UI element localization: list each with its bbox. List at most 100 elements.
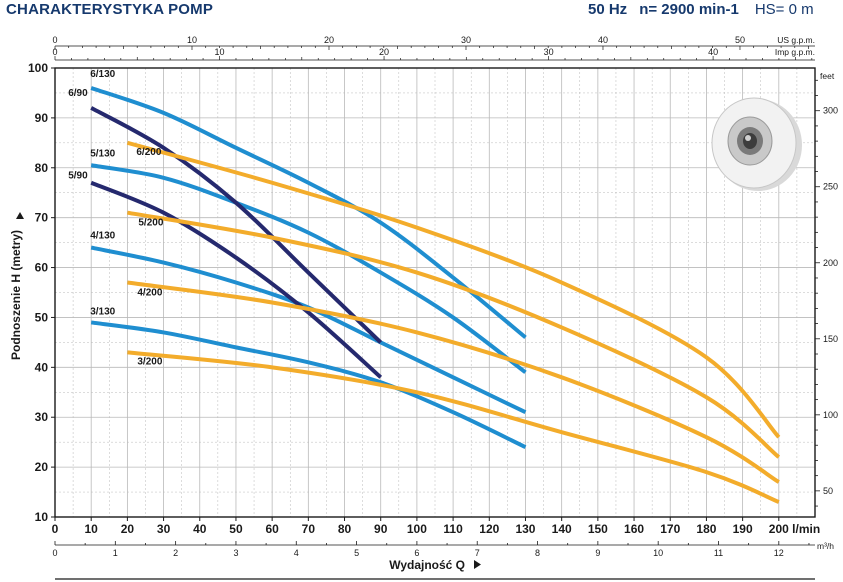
curve-label-3-130: 3/130 — [90, 306, 115, 317]
m3h-unit-label: m³/h — [817, 541, 834, 551]
m3h-tick-label: 6 — [414, 548, 419, 558]
x-tick-label: 140 — [552, 522, 572, 536]
y-tick-label: 70 — [35, 211, 49, 225]
x-axis-title: Wydajność Q — [389, 558, 465, 572]
m3h-tick-label: 0 — [52, 548, 57, 558]
m3h-tick-label: 1 — [113, 548, 118, 558]
curve-6-90 — [90, 106, 383, 344]
curve-label-3-200: 3/200 — [137, 356, 162, 367]
us-gpm-tick-label: 10 — [187, 35, 197, 45]
grid — [54, 67, 816, 518]
m3h-tick-label: 9 — [595, 548, 600, 558]
m3h-tick-label: 5 — [354, 548, 359, 558]
us-gpm-tick-label: 0 — [52, 35, 57, 45]
curve-5-90 — [90, 180, 383, 379]
feet-tick-label: 100 — [823, 410, 838, 420]
x-tick-label: 50 — [229, 522, 243, 536]
curve-label-5-200: 5/200 — [138, 218, 163, 229]
frequency-label: 50 Hz — [588, 1, 628, 18]
y-axis-arrow-icon — [16, 212, 24, 219]
y-tick-label: 10 — [35, 510, 49, 524]
feet-tick-label: 250 — [823, 182, 838, 192]
us-gpm-tick-label: 20 — [324, 35, 334, 45]
us-gpm-tick-label: 50 — [735, 35, 745, 45]
m3h-tick-label: 3 — [233, 548, 238, 558]
curves — [90, 86, 781, 504]
curve-labels: 6/130 5/130 4/130 3/130 6/90 5/90 6/200 5/200 4/… — [68, 69, 164, 367]
plot-frame — [54, 67, 816, 518]
x-tick-label: 150 — [588, 522, 608, 536]
imp-gpm-tick-label: 20 — [379, 47, 389, 57]
x-tick-label: 20 — [121, 522, 135, 536]
page-title: CHARAKTERYSTYKA POMP — [6, 1, 214, 18]
y-tick-label: 40 — [35, 360, 49, 374]
y-tick-label: 30 — [35, 410, 49, 424]
x-tick-label: 40 — [193, 522, 207, 536]
m3h-tick-label: 11 — [714, 548, 723, 558]
x-tick-label: 90 — [374, 522, 388, 536]
curve-5-200 — [127, 210, 781, 459]
imp-gpm-tick-label: 40 — [708, 47, 718, 57]
y-tick-label: 100 — [28, 61, 48, 75]
imp-gpm-tick-label: 0 — [52, 47, 57, 57]
x-tick-label: 200 l/min — [769, 522, 820, 536]
feet-tick-label: 300 — [823, 106, 838, 116]
x-tick-label: 100 — [407, 522, 427, 536]
curve-label-6-200: 6/200 — [136, 147, 161, 158]
curve-4-200 — [127, 280, 780, 484]
curve-label-5-130: 5/130 — [90, 148, 115, 159]
x-tick-label: 110 — [443, 522, 463, 536]
x-tick-label: 130 — [515, 522, 535, 536]
us-gpm-tick-label: 40 — [598, 35, 608, 45]
curve-6-130 — [90, 86, 527, 339]
y-tick-label: 90 — [35, 111, 49, 125]
x-tick-label: 170 — [660, 522, 680, 536]
impeller-disc-icon — [711, 97, 802, 191]
x-tick-label: 0 — [52, 522, 59, 536]
curve-label-6-130: 6/130 — [90, 69, 115, 80]
x-tick-label: 190 — [733, 522, 753, 536]
feet-unit-label: feet — [820, 71, 835, 81]
x-tick-label: 80 — [338, 522, 352, 536]
y-tick-label: 60 — [35, 261, 49, 275]
curve-5-130 — [90, 163, 527, 374]
m3h-tick-label: 2 — [173, 548, 178, 558]
feet-tick-label: 50 — [823, 486, 833, 496]
y-tick-label: 20 — [35, 460, 49, 474]
top-axes: 0 10 20 30 40 50 US g.p.m. 0 10 20 30 40 Imp g.p.m. — [52, 35, 815, 61]
feet-tick-label: 200 — [823, 258, 838, 268]
curve-3-130 — [90, 320, 527, 449]
curve-label-4-200: 4/200 — [137, 288, 162, 299]
imp-gpm-unit-label: Imp g.p.m. — [775, 47, 815, 57]
us-gpm-tick-label: 30 — [461, 35, 471, 45]
m3h-tick-label: 8 — [535, 548, 540, 558]
x-tick-label: 120 — [479, 522, 499, 536]
curve-label-6-90: 6/90 — [68, 88, 88, 99]
m3h-tick-label: 12 — [774, 548, 784, 558]
x-tick-label: 60 — [265, 522, 279, 536]
m3h-tick-label: 10 — [653, 548, 663, 558]
x-tick-label: 70 — [302, 522, 316, 536]
curve-label-4-130: 4/130 — [90, 231, 115, 242]
y-tick-label: 50 — [35, 310, 49, 324]
x-tick-label: 180 — [696, 522, 716, 536]
feet-tick-label: 150 — [823, 334, 838, 344]
us-gpm-unit-label: US g.p.m. — [777, 35, 815, 45]
y-tick-label: 80 — [35, 161, 49, 175]
curve-6-200 — [126, 140, 781, 439]
curve-3-200 — [127, 350, 780, 504]
curve-label-5-90: 5/90 — [68, 171, 88, 182]
m3h-tick-label: 7 — [475, 548, 480, 558]
imp-gpm-tick-label: 10 — [215, 47, 225, 57]
suction-head-label: HS= 0 m — [754, 1, 814, 18]
speed-label: n= 2900 min-1 — [639, 1, 739, 18]
x-tick-label: 10 — [85, 522, 99, 536]
operating-conditions: 50 Hz n= 2900 min-1 HS= 0 m — [588, 1, 814, 18]
y-axis-title: Podnoszenie H (metry) — [9, 230, 23, 360]
imp-gpm-tick-label: 30 — [544, 47, 554, 57]
x-tick-label: 30 — [157, 522, 171, 536]
x-axis-arrow-icon — [474, 560, 481, 569]
m3h-tick-label: 4 — [294, 548, 299, 558]
